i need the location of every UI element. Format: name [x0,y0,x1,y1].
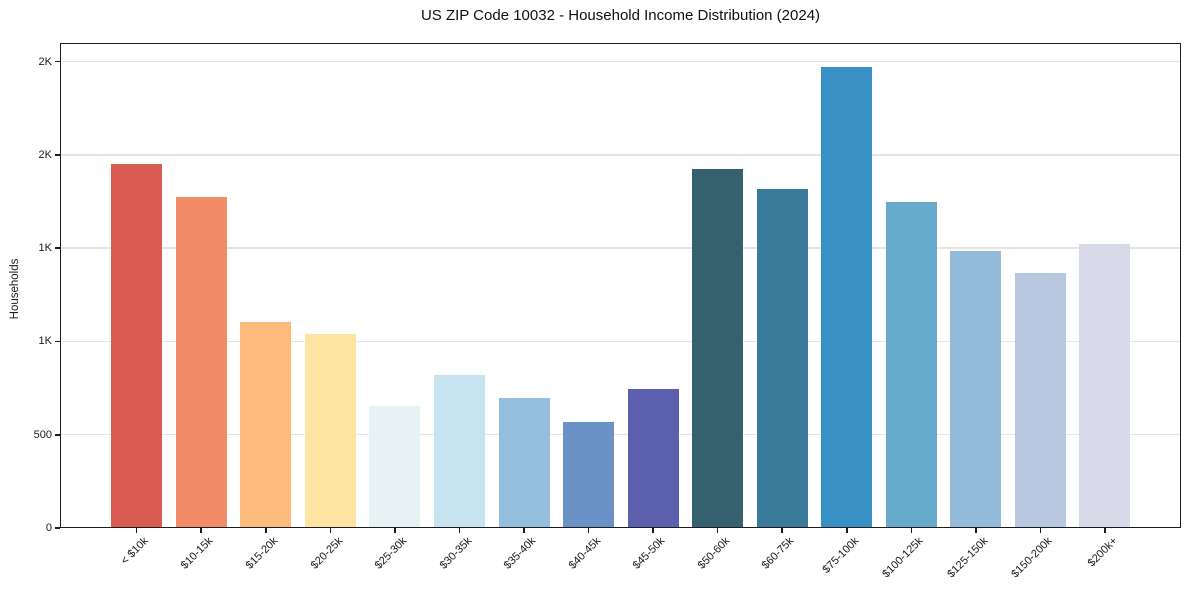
y-tick-mark [55,154,60,156]
x-tick-mark [587,528,590,533]
y-tick-mark [55,60,60,63]
bar-$125-150k [950,250,1002,528]
x-tick-mark [1104,528,1106,533]
bar-< $10k [111,164,163,528]
x-tick-mark [716,528,719,533]
x-tick-mark [1039,528,1042,533]
bar-$150-200k [1014,273,1066,528]
y-tick-label: 0 [45,522,52,534]
y-tick-mark [55,340,60,343]
x-tick-mark [845,528,848,533]
gridline [60,340,1181,343]
y-tick-mark [55,433,60,436]
x-tick-mark [135,528,138,533]
bar-$40-45k [563,421,615,528]
x-tick-mark [458,528,461,533]
x-tick-mark [523,528,525,533]
bar-$200k+ [1079,243,1131,528]
x-tick-mark [910,528,913,533]
chart-title: US ZIP Code 10032 - Household Income Dis… [420,7,821,24]
bar-$45-50k [627,389,679,528]
bar-$20-25k [304,334,356,528]
y-tick-label: 1K [38,335,52,348]
bar-$50-60k [692,168,744,528]
bar-$60-75k [756,189,808,528]
y-tick-label: 2K [38,148,52,161]
y-tick-label: 1K [38,242,52,255]
x-tick-mark [781,528,783,533]
y-tick-mark [55,247,60,249]
plot-area [60,43,1181,528]
x-tick-mark [329,528,332,533]
bar-$75-100k [821,67,873,528]
gridline [60,154,1181,156]
bar-$35-40k [498,398,550,528]
bar-$10-15k [175,196,227,528]
x-tick-mark [200,528,203,533]
bar-$100-125k [885,202,937,528]
gridline [60,60,1181,63]
bar-$25-30k [369,405,421,528]
bar-$30-35k [433,375,485,528]
x-tick-mark [394,528,396,533]
gridline [60,247,1181,249]
x-tick-mark [652,528,654,533]
y-tick-mark [55,527,60,529]
x-tick-mark [265,528,267,533]
bar-$15-20k [240,321,292,528]
y-tick-label: 500 [33,428,52,441]
x-tick-mark [975,528,977,533]
y-tick-label: 2K [38,55,52,68]
gridline [60,433,1181,436]
